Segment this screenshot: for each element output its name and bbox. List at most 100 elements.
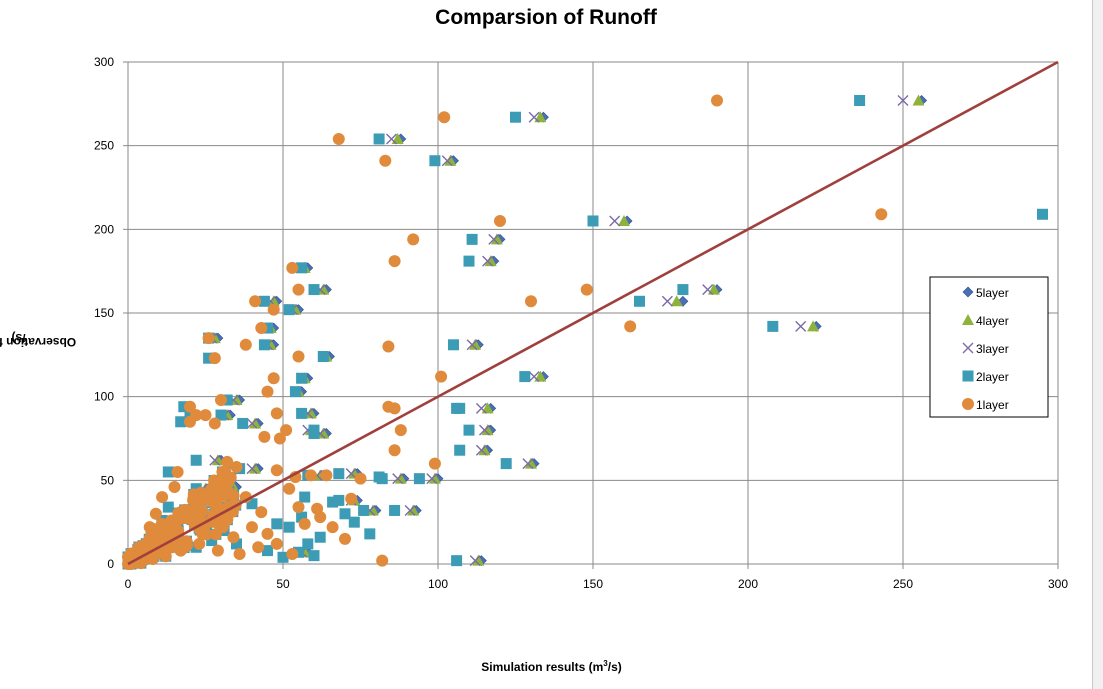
point-3layer — [392, 473, 404, 485]
point-4layer — [407, 504, 420, 516]
point-1layer — [428, 457, 441, 470]
point-3layer — [479, 424, 490, 436]
point-3layer — [795, 320, 807, 332]
point-1layer — [252, 541, 265, 554]
point-3layer — [404, 504, 416, 516]
point-2layer — [634, 295, 645, 307]
point-1layer — [298, 517, 311, 530]
point-2layer — [308, 427, 320, 439]
point-1layer — [292, 350, 305, 363]
legend: 5layer 4layer 3layer 2layer 1layer — [929, 276, 1049, 418]
point-1layer — [171, 465, 184, 478]
point-3layer — [469, 555, 481, 567]
point-3layer — [386, 133, 397, 145]
point-1layer — [218, 489, 231, 502]
point-1layer — [261, 385, 274, 398]
point-2layer — [454, 402, 466, 414]
point-3layer — [441, 155, 453, 167]
point-2layer — [271, 518, 283, 530]
point-1layer — [163, 528, 176, 541]
point-4layer — [249, 417, 262, 429]
point-1layer — [332, 132, 345, 145]
point-1layer — [221, 455, 234, 468]
point-2layer — [767, 320, 779, 332]
point-2layer — [262, 322, 273, 334]
legend-label-2layer: 2layer — [976, 370, 1009, 384]
point-2layer — [854, 94, 866, 106]
point-1layer — [151, 529, 164, 542]
point-1layer — [292, 501, 305, 514]
point-1layer — [376, 554, 389, 567]
point-2layer — [373, 133, 385, 145]
point-4layer — [525, 457, 537, 469]
point-1layer — [216, 476, 229, 489]
point-1layer — [233, 547, 246, 560]
legend-label-4layer: 4layer — [976, 314, 1009, 328]
point-4layer — [472, 554, 485, 566]
point-2layer — [333, 494, 345, 506]
point-4layer — [267, 295, 280, 307]
point-3layer — [246, 417, 258, 429]
point-1layer — [435, 370, 448, 383]
point-2layer — [308, 550, 320, 562]
point-2layer — [519, 371, 531, 383]
point-2layer — [333, 468, 345, 480]
reference-line — [127, 60, 1059, 566]
point-4layer — [249, 462, 262, 474]
point-2layer — [677, 284, 689, 296]
legend-label-1layer: 1layer — [976, 398, 1009, 412]
point-1layer — [189, 512, 202, 525]
point-2layer — [314, 531, 326, 543]
window-scroll-edge — [1092, 0, 1103, 689]
point-2layer — [258, 339, 270, 351]
point-3layer — [426, 473, 438, 485]
point-2layer — [466, 233, 478, 245]
reference-line-group — [127, 60, 1059, 566]
point-1layer — [215, 394, 227, 407]
point-3layer — [528, 371, 540, 383]
point-1layer — [184, 400, 196, 413]
point-4layer — [394, 472, 407, 484]
point-3layer — [345, 468, 357, 480]
point-4layer — [469, 338, 482, 350]
legend-box — [929, 276, 1049, 418]
point-2layer — [429, 155, 441, 167]
point-1layer — [270, 537, 283, 550]
point-1layer — [184, 415, 196, 428]
point-1layer — [345, 492, 358, 505]
point-1layer — [267, 303, 280, 316]
point-1layer — [304, 469, 317, 482]
point-2layer — [500, 458, 512, 470]
x-tick-label: 50 — [276, 577, 290, 591]
point-4layer — [478, 444, 491, 456]
point-2layer — [373, 471, 385, 483]
point-3layer — [609, 215, 621, 227]
x-tick-label: 200 — [738, 577, 758, 591]
point-2layer — [463, 255, 475, 267]
point-1layer — [239, 338, 252, 351]
point-1layer — [156, 491, 169, 504]
point-1layer — [255, 322, 268, 335]
y-tick-label: 250 — [94, 139, 114, 153]
point-1layer — [283, 482, 296, 495]
legend-marker-1layer — [962, 398, 974, 410]
point-1layer — [407, 233, 420, 246]
point-3layer — [466, 339, 478, 351]
point-1layer — [209, 528, 222, 541]
point-1layer — [211, 544, 224, 557]
x-tick-label: 0 — [125, 577, 132, 591]
point-1layer — [159, 548, 172, 561]
point-3layer — [661, 295, 673, 307]
point-4layer — [484, 255, 497, 267]
point-1layer — [494, 214, 506, 227]
point-1layer — [199, 409, 212, 422]
point-1layer — [267, 372, 280, 385]
y-tick-label: 50 — [101, 473, 115, 487]
y-tick-label: 150 — [94, 306, 114, 320]
point-1layer — [314, 511, 327, 524]
point-4layer — [912, 94, 925, 106]
x-tick-label: 300 — [1048, 577, 1068, 591]
point-2layer — [283, 521, 295, 533]
point-1layer — [388, 402, 401, 415]
